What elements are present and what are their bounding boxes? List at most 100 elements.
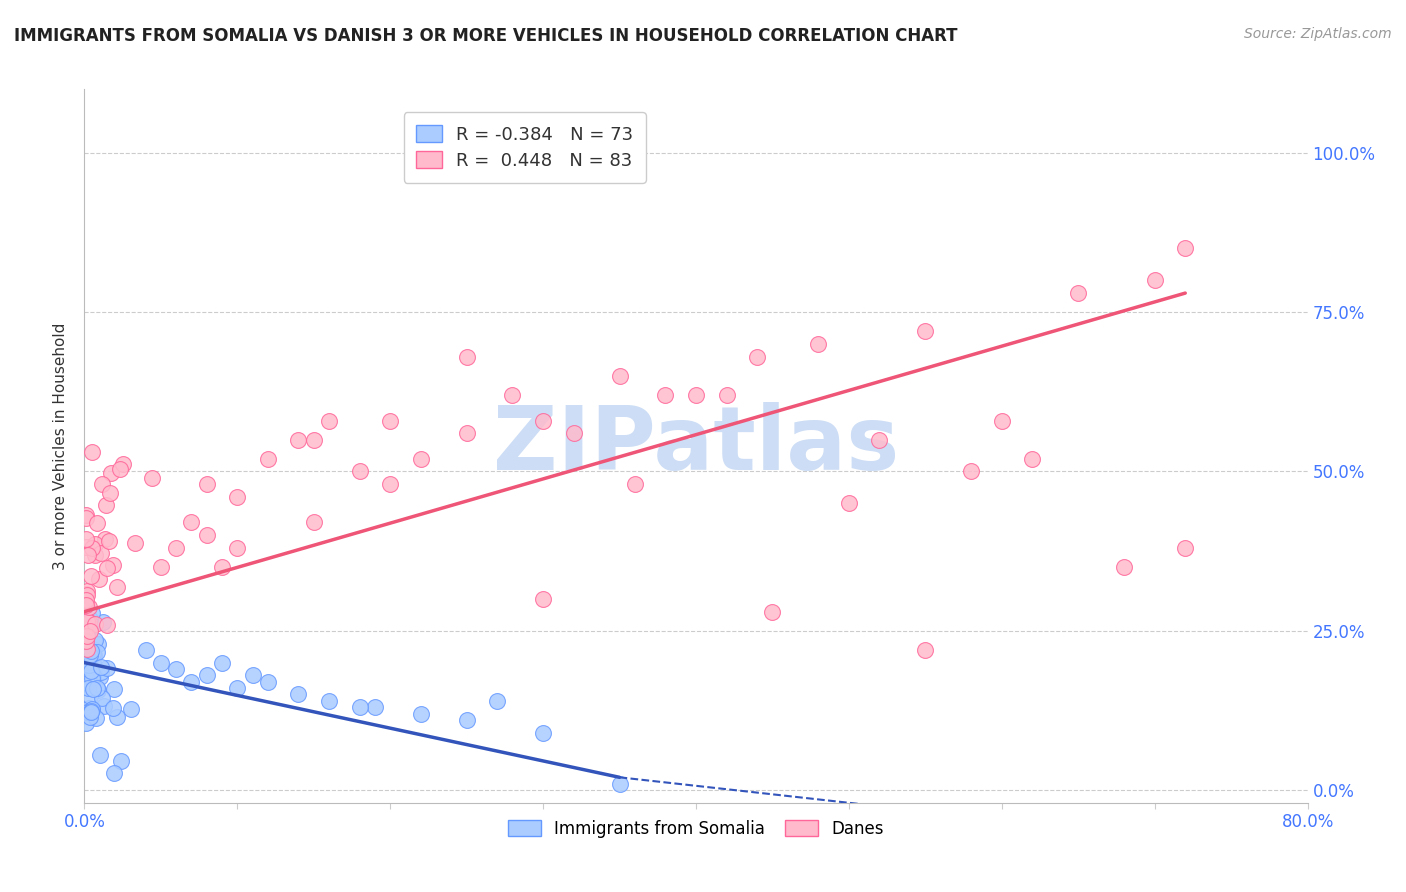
Point — [1114, 560, 1136, 574]
Point — [79, 612, 101, 626]
Point — [91, 690, 114, 705]
Point — [318, 694, 340, 708]
Point — [82, 641, 104, 656]
Point — [195, 668, 218, 682]
Point — [609, 368, 631, 383]
Point — [456, 426, 478, 441]
Point — [77, 548, 100, 562]
Point — [83, 537, 105, 551]
Point — [242, 668, 264, 682]
Text: IMMIGRANTS FROM SOMALIA VS DANISH 3 OR MORE VEHICLES IN HOUSEHOLD CORRELATION CH: IMMIGRANTS FROM SOMALIA VS DANISH 3 OR M… — [14, 27, 957, 45]
Point — [75, 615, 97, 629]
Point — [380, 477, 402, 491]
Point — [84, 617, 107, 632]
Point — [654, 388, 676, 402]
Point — [120, 702, 142, 716]
Point — [226, 541, 249, 555]
Point — [75, 634, 97, 648]
Point — [531, 413, 554, 427]
Point — [456, 713, 478, 727]
Point — [380, 413, 402, 427]
Point — [75, 587, 97, 601]
Point — [135, 643, 157, 657]
Point — [77, 599, 100, 614]
Point — [318, 413, 340, 427]
Point — [79, 689, 101, 703]
Point — [83, 648, 105, 662]
Point — [80, 606, 103, 620]
Point — [349, 700, 371, 714]
Point — [409, 706, 432, 721]
Point — [991, 413, 1014, 427]
Point — [110, 462, 132, 476]
Point — [76, 675, 98, 690]
Point — [82, 647, 104, 661]
Point — [83, 664, 105, 678]
Point — [86, 681, 108, 695]
Point — [79, 620, 101, 634]
Point — [257, 451, 280, 466]
Point — [77, 658, 100, 673]
Point — [82, 657, 104, 671]
Point — [80, 648, 103, 662]
Point — [77, 681, 100, 695]
Point — [101, 558, 124, 573]
Point — [76, 629, 98, 643]
Point — [76, 705, 98, 719]
Point — [103, 701, 125, 715]
Point — [76, 642, 98, 657]
Point — [86, 645, 108, 659]
Point — [76, 614, 98, 628]
Point — [80, 705, 103, 719]
Point — [141, 471, 163, 485]
Point — [90, 477, 112, 491]
Point — [609, 777, 631, 791]
Point — [82, 671, 104, 685]
Point — [1067, 286, 1090, 301]
Point — [80, 664, 103, 678]
Point — [86, 516, 108, 531]
Point — [105, 710, 128, 724]
Text: Source: ZipAtlas.com: Source: ZipAtlas.com — [1244, 27, 1392, 41]
Point — [80, 704, 103, 718]
Point — [98, 485, 121, 500]
Point — [257, 674, 280, 689]
Point — [80, 661, 103, 675]
Point — [302, 516, 325, 530]
Point — [75, 508, 97, 522]
Point — [103, 681, 125, 696]
Point — [83, 633, 105, 648]
Point — [226, 490, 249, 504]
Point — [75, 716, 97, 731]
Point — [79, 648, 101, 662]
Point — [80, 702, 103, 716]
Point — [77, 700, 100, 714]
Point — [105, 580, 128, 594]
Point — [82, 682, 104, 697]
Point — [1143, 273, 1166, 287]
Point — [110, 754, 132, 768]
Point — [1174, 242, 1197, 256]
Point — [103, 766, 125, 780]
Point — [349, 465, 371, 479]
Point — [211, 656, 233, 670]
Point — [100, 467, 122, 481]
Point — [77, 625, 100, 640]
Point — [287, 688, 309, 702]
Point — [87, 683, 110, 698]
Point — [82, 444, 104, 458]
Point — [531, 725, 554, 739]
Point — [75, 511, 97, 525]
Point — [96, 661, 118, 675]
Point — [83, 549, 105, 563]
Point — [456, 350, 478, 364]
Point — [89, 572, 111, 586]
Point — [87, 637, 110, 651]
Point — [409, 451, 432, 466]
Point — [75, 656, 97, 670]
Point — [502, 388, 524, 402]
Point — [76, 589, 98, 603]
Point — [1174, 541, 1197, 555]
Point — [747, 350, 769, 364]
Point — [93, 698, 115, 713]
